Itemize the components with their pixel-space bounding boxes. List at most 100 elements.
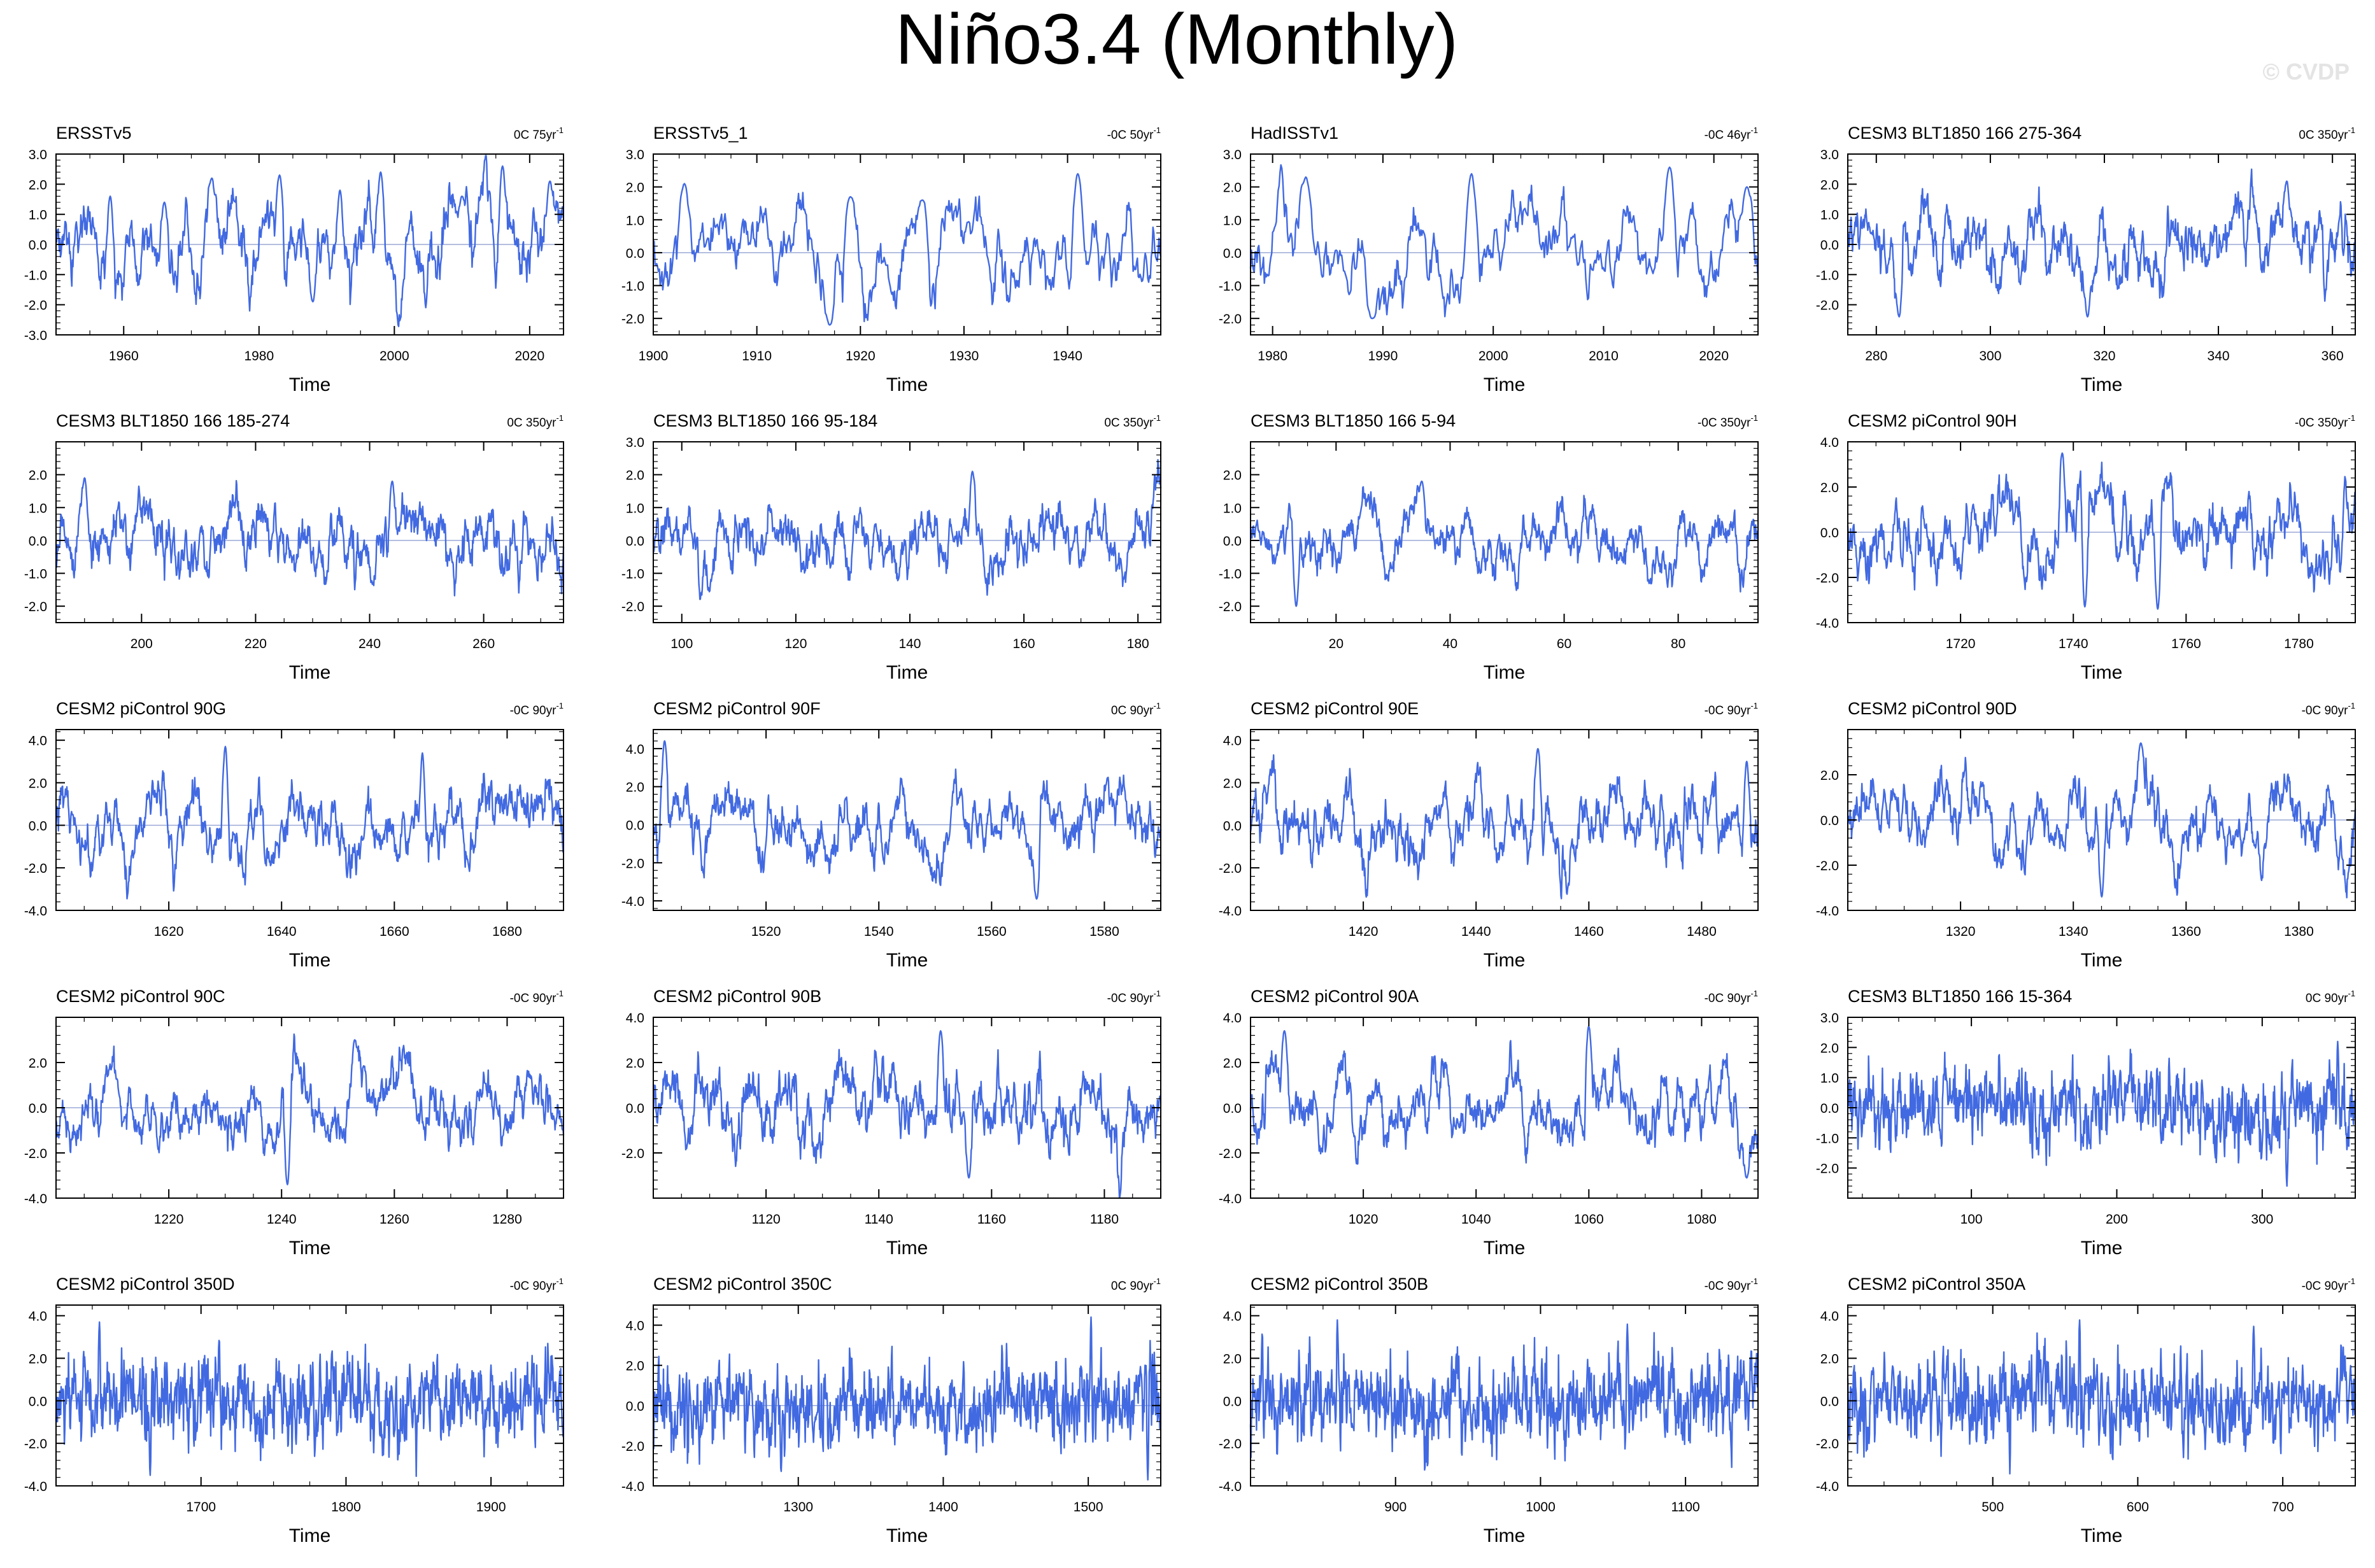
y-tick-label: 0.0 xyxy=(1820,238,1839,253)
y-tick-label: 2.0 xyxy=(1223,469,1242,483)
y-tick-label: 0.0 xyxy=(1820,1101,1839,1116)
series-line xyxy=(1249,747,1759,900)
panel-title: ERSSTv5 xyxy=(56,124,132,143)
y-tick-label: -2.0 xyxy=(1219,312,1242,327)
trend-label: 0C 350yr-1 xyxy=(2299,125,2355,142)
x-tick-label: 180 xyxy=(1127,637,1149,651)
panel-5: CESM3 BLT1850 166 185-274 0C 350yr-1 -2.0 -… xyxy=(24,411,565,683)
x-axis-label: Time xyxy=(1484,1525,1526,1546)
x-tick-label: 220 xyxy=(245,637,267,651)
x-tick-label: 1980 xyxy=(1258,349,1287,364)
trend-label: -0C 350yr-1 xyxy=(1698,413,1758,430)
panel-14: CESM2 piControl 90B -0C 90yr-1 -2.0 0.0 2.0 4… xyxy=(621,987,1162,1259)
trend-label: 0C 350yr-1 xyxy=(507,413,564,430)
trend-label: -0C 50yr-1 xyxy=(1107,125,1161,142)
y-tick-label: -2.0 xyxy=(24,600,47,614)
y-tick-label: -2.0 xyxy=(24,1147,47,1161)
y-tick-label: 2.0 xyxy=(29,777,47,791)
y-tick-label: 3.0 xyxy=(626,435,644,450)
panel-title: CESM2 piControl 90A xyxy=(1251,987,1419,1006)
y-tick-label: -2.0 xyxy=(24,299,47,313)
x-tick-label: 1320 xyxy=(1946,924,1976,939)
panel-title: CESM2 piControl 350C xyxy=(653,1275,832,1294)
panel-15: CESM2 piControl 90A -0C 90yr-1 -4.0 -2.0 0.0… xyxy=(1219,987,1759,1259)
y-tick-label: -2.0 xyxy=(24,861,47,876)
y-tick-label: 2.0 xyxy=(626,181,644,195)
y-tick-label: -2.0 xyxy=(621,856,644,871)
series-line xyxy=(1847,452,2357,610)
x-tick-label: 1640 xyxy=(267,924,297,939)
panel-title: CESM2 piControl 90H xyxy=(1848,411,2017,430)
y-tick-label: 2.0 xyxy=(626,469,644,483)
x-tick-label: 1160 xyxy=(977,1212,1006,1227)
trend-label: 0C 90yr-1 xyxy=(2306,989,2355,1005)
panel-4: CESM3 BLT1850 166 275-364 0C 350yr-1 -2.0 -… xyxy=(1816,124,2357,395)
x-tick-label: 240 xyxy=(358,637,381,651)
x-tick-label: 1060 xyxy=(1574,1212,1604,1227)
y-tick-label: 0.0 xyxy=(1820,814,1839,828)
panel-title: CESM3 BLT1850 166 5-94 xyxy=(1251,411,1456,430)
x-tick-label: 120 xyxy=(784,637,807,651)
series-line xyxy=(55,477,565,597)
series-line xyxy=(55,1033,565,1185)
y-tick-label: -1.0 xyxy=(24,567,47,582)
y-tick-label: 1.0 xyxy=(1820,208,1839,223)
trend-label: 0C 90yr-1 xyxy=(1111,1276,1161,1293)
y-tick-label: -2.0 xyxy=(1816,859,1839,873)
y-tick-label: -2.0 xyxy=(1219,1147,1242,1161)
x-tick-label: 60 xyxy=(1557,637,1571,651)
x-tick-label: 1140 xyxy=(865,1212,893,1227)
y-tick-label: 0.0 xyxy=(1223,246,1242,261)
y-tick-label: 1.0 xyxy=(29,501,47,516)
y-tick-label: -4.0 xyxy=(1816,904,1839,919)
y-tick-label: 3.0 xyxy=(626,148,644,162)
panel-title: CESM2 piControl 90C xyxy=(56,987,225,1006)
x-tick-label: 1620 xyxy=(154,924,184,939)
series-line xyxy=(653,173,1162,326)
x-tick-label: 1480 xyxy=(1687,924,1717,939)
series-line xyxy=(1249,164,1759,320)
y-tick-label: -1.0 xyxy=(1219,567,1242,582)
x-tick-label: 1340 xyxy=(2059,924,2088,939)
x-tick-label: 1760 xyxy=(2171,637,2201,651)
y-tick-label: -1.0 xyxy=(1219,279,1242,294)
panel-title: CESM3 BLT1850 166 95-184 xyxy=(653,411,877,430)
x-axis-label: Time xyxy=(886,950,928,971)
y-tick-label: 0.0 xyxy=(1820,1394,1839,1409)
x-axis-label: Time xyxy=(1484,1238,1526,1259)
x-axis-label: Time xyxy=(289,950,331,971)
x-axis-label: Time xyxy=(2081,662,2123,683)
x-tick-label: 40 xyxy=(1443,637,1457,651)
x-axis-label: Time xyxy=(2081,374,2123,395)
x-tick-label: 1120 xyxy=(752,1212,781,1227)
trend-label: -0C 90yr-1 xyxy=(1705,1276,1758,1293)
y-tick-label: 2.0 xyxy=(626,780,644,795)
x-tick-label: 1240 xyxy=(267,1212,297,1227)
panel-7: CESM3 BLT1850 166 5-94 -0C 350yr-1 -2.0 -1.… xyxy=(1219,411,1759,683)
x-tick-label: 200 xyxy=(131,637,153,651)
x-tick-label: 900 xyxy=(1384,1500,1407,1515)
y-tick-label: 2.0 xyxy=(1223,1352,1242,1367)
y-tick-label: -2.0 xyxy=(621,312,644,327)
y-tick-label: 0.0 xyxy=(626,1101,644,1116)
series-line xyxy=(1847,742,2357,899)
panel-8: CESM2 piControl 90H -0C 350yr-1 -4.0 -2.0 0.… xyxy=(1816,411,2357,683)
series-line xyxy=(652,1316,1162,1481)
x-tick-label: 1780 xyxy=(2284,637,2314,651)
y-tick-label: -2.0 xyxy=(1219,1437,1242,1451)
y-tick-label: 0.0 xyxy=(626,1399,644,1414)
y-tick-label: -4.0 xyxy=(1816,616,1839,631)
y-tick-label: 1.0 xyxy=(1223,501,1242,516)
x-tick-label: 700 xyxy=(2272,1500,2294,1515)
x-tick-label: 1990 xyxy=(1368,349,1398,364)
y-tick-label: 0.0 xyxy=(1223,1101,1242,1116)
x-tick-label: 340 xyxy=(2208,349,2230,364)
x-axis-label: Time xyxy=(886,1238,928,1259)
y-tick-label: 4.0 xyxy=(1223,1310,1242,1324)
plot-frame xyxy=(55,729,564,911)
x-tick-label: 300 xyxy=(1979,349,2001,364)
series-line xyxy=(1249,1319,1759,1471)
panel-9: CESM2 piControl 90G -0C 90yr-1 -4.0 -2.0 0.0… xyxy=(24,699,565,971)
x-tick-label: 1400 xyxy=(928,1500,958,1515)
y-tick-label: 3.0 xyxy=(1820,1011,1839,1026)
